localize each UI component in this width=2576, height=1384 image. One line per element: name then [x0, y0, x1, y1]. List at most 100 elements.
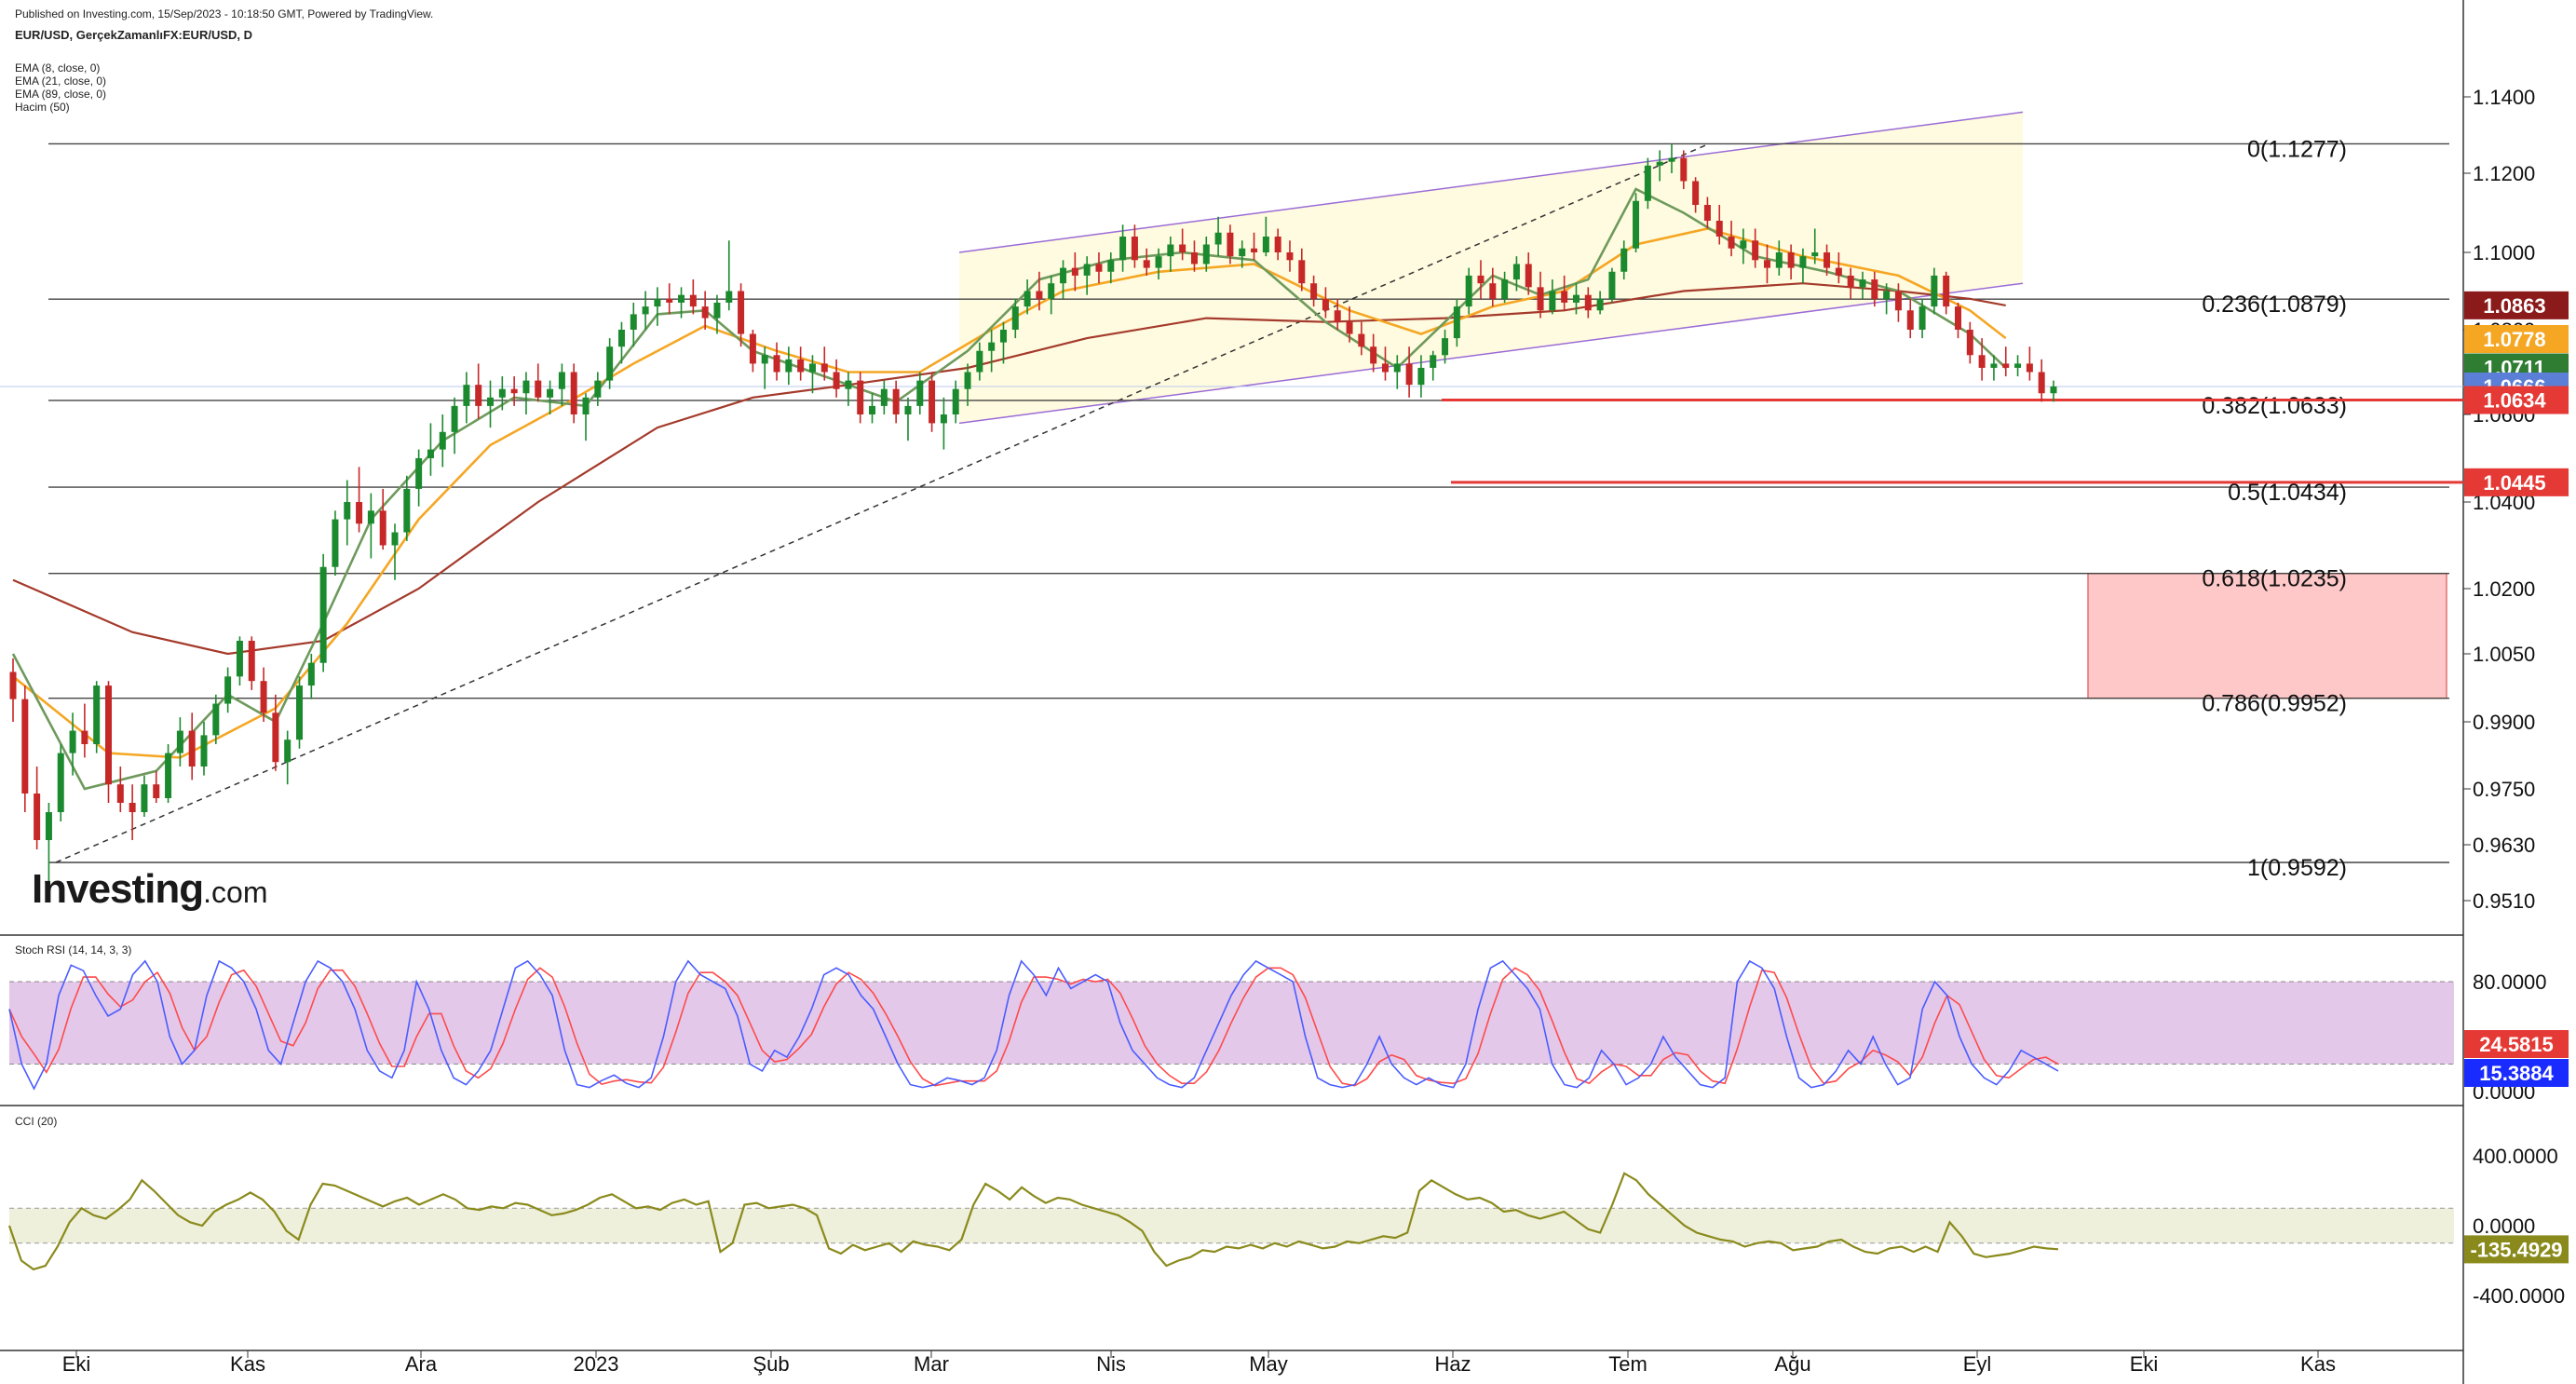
candle [1633, 193, 1640, 252]
candle [141, 775, 148, 817]
candle-body [833, 372, 840, 389]
time-axis-label: Eyl [1963, 1352, 1992, 1376]
candle-body [1954, 306, 1961, 330]
price-tag-box [2464, 325, 2569, 354]
candle-body [940, 414, 947, 424]
candle-body [976, 350, 983, 373]
fib-level-label: 0.236(1.0879) [2202, 292, 2347, 318]
candle-body [761, 355, 768, 364]
candle [547, 380, 554, 414]
candle [356, 467, 363, 533]
candle-body [1358, 333, 1365, 347]
price-tag-box [2464, 291, 2569, 319]
candle [1680, 150, 1688, 189]
cci-title: CCI (20) [15, 1115, 58, 1128]
candle-body [105, 685, 113, 785]
candle-body [1835, 267, 1842, 276]
candle [415, 449, 423, 507]
candle-body [415, 458, 423, 489]
candle-body [535, 380, 542, 398]
candle-body [1405, 363, 1413, 386]
candle-body [916, 380, 924, 406]
price-tag-value: 1.0863 [2483, 294, 2545, 318]
candle [1512, 256, 1520, 292]
candle-body [630, 314, 637, 330]
candle [2038, 359, 2045, 402]
candle-body [1931, 275, 1938, 307]
candle [892, 380, 900, 424]
candle [1906, 298, 1914, 339]
candle-body [2050, 386, 2057, 394]
candle-body [1525, 264, 1532, 288]
candle [2050, 380, 2057, 402]
cci-value-tag [2464, 1235, 2569, 1264]
candle [367, 493, 374, 559]
stoch-rsi-title: Stoch RSI (14, 14, 3, 3) [15, 943, 132, 957]
candle-body [2002, 363, 2010, 368]
stoch-d-value: 24.5815 [2479, 1033, 2554, 1056]
candle [116, 767, 124, 812]
candle-body [1883, 291, 1891, 299]
candle [869, 393, 876, 424]
candle [1608, 267, 1616, 303]
candle-body [1334, 310, 1341, 322]
candle-body [797, 359, 805, 373]
candle-body [582, 397, 590, 414]
candle-body [1703, 205, 1711, 221]
candle [833, 359, 840, 398]
candle [296, 676, 304, 749]
trend-line [55, 142, 1710, 863]
candle-body [116, 784, 124, 803]
candle-body [1596, 298, 1604, 311]
candle-body [857, 380, 864, 414]
candle-body [1811, 252, 1819, 257]
candle [1227, 224, 1234, 265]
candle [21, 685, 29, 812]
candle-body [964, 372, 971, 389]
candle [1799, 248, 1807, 284]
candle [1644, 157, 1651, 210]
candle [808, 355, 816, 394]
candle [1943, 271, 1950, 315]
candle [1381, 346, 1389, 381]
candle-body [224, 676, 232, 704]
candle [570, 363, 577, 424]
candle [403, 475, 411, 541]
candle-body [1943, 275, 1950, 307]
indicator-ema89: EMA (89, close, 0) [15, 88, 107, 101]
candle-body [1107, 260, 1115, 272]
candle-body [1680, 157, 1688, 182]
candle [307, 654, 315, 699]
candle-body [153, 784, 160, 798]
candle [57, 744, 64, 821]
candle-body [678, 294, 685, 303]
candle-body [1715, 221, 1723, 237]
candle [1752, 228, 1759, 268]
price-axis-label: 0.9750 [2473, 778, 2535, 801]
candle [1477, 260, 1485, 299]
price-axis-label: 1.1400 [2473, 86, 2535, 109]
candle-body [988, 342, 996, 351]
candle [498, 376, 506, 411]
candle [1978, 338, 1986, 381]
candle-body [522, 380, 530, 394]
candle-body [654, 298, 661, 307]
candle-body [1370, 346, 1377, 364]
candle-body [1214, 232, 1222, 245]
candle [272, 694, 279, 771]
candle [1918, 298, 1926, 339]
indicator-volume: Hacim (50) [15, 101, 70, 114]
candle [929, 372, 936, 432]
candle [1251, 232, 1258, 261]
candle-body [749, 333, 756, 364]
time-axis-label: Kas [2300, 1352, 2336, 1376]
candle [1119, 224, 1127, 272]
candle-body [1286, 252, 1294, 261]
candle-body [689, 294, 697, 307]
candle [34, 767, 41, 849]
candle [1430, 350, 1437, 381]
candle [797, 346, 805, 381]
candle [224, 667, 232, 713]
